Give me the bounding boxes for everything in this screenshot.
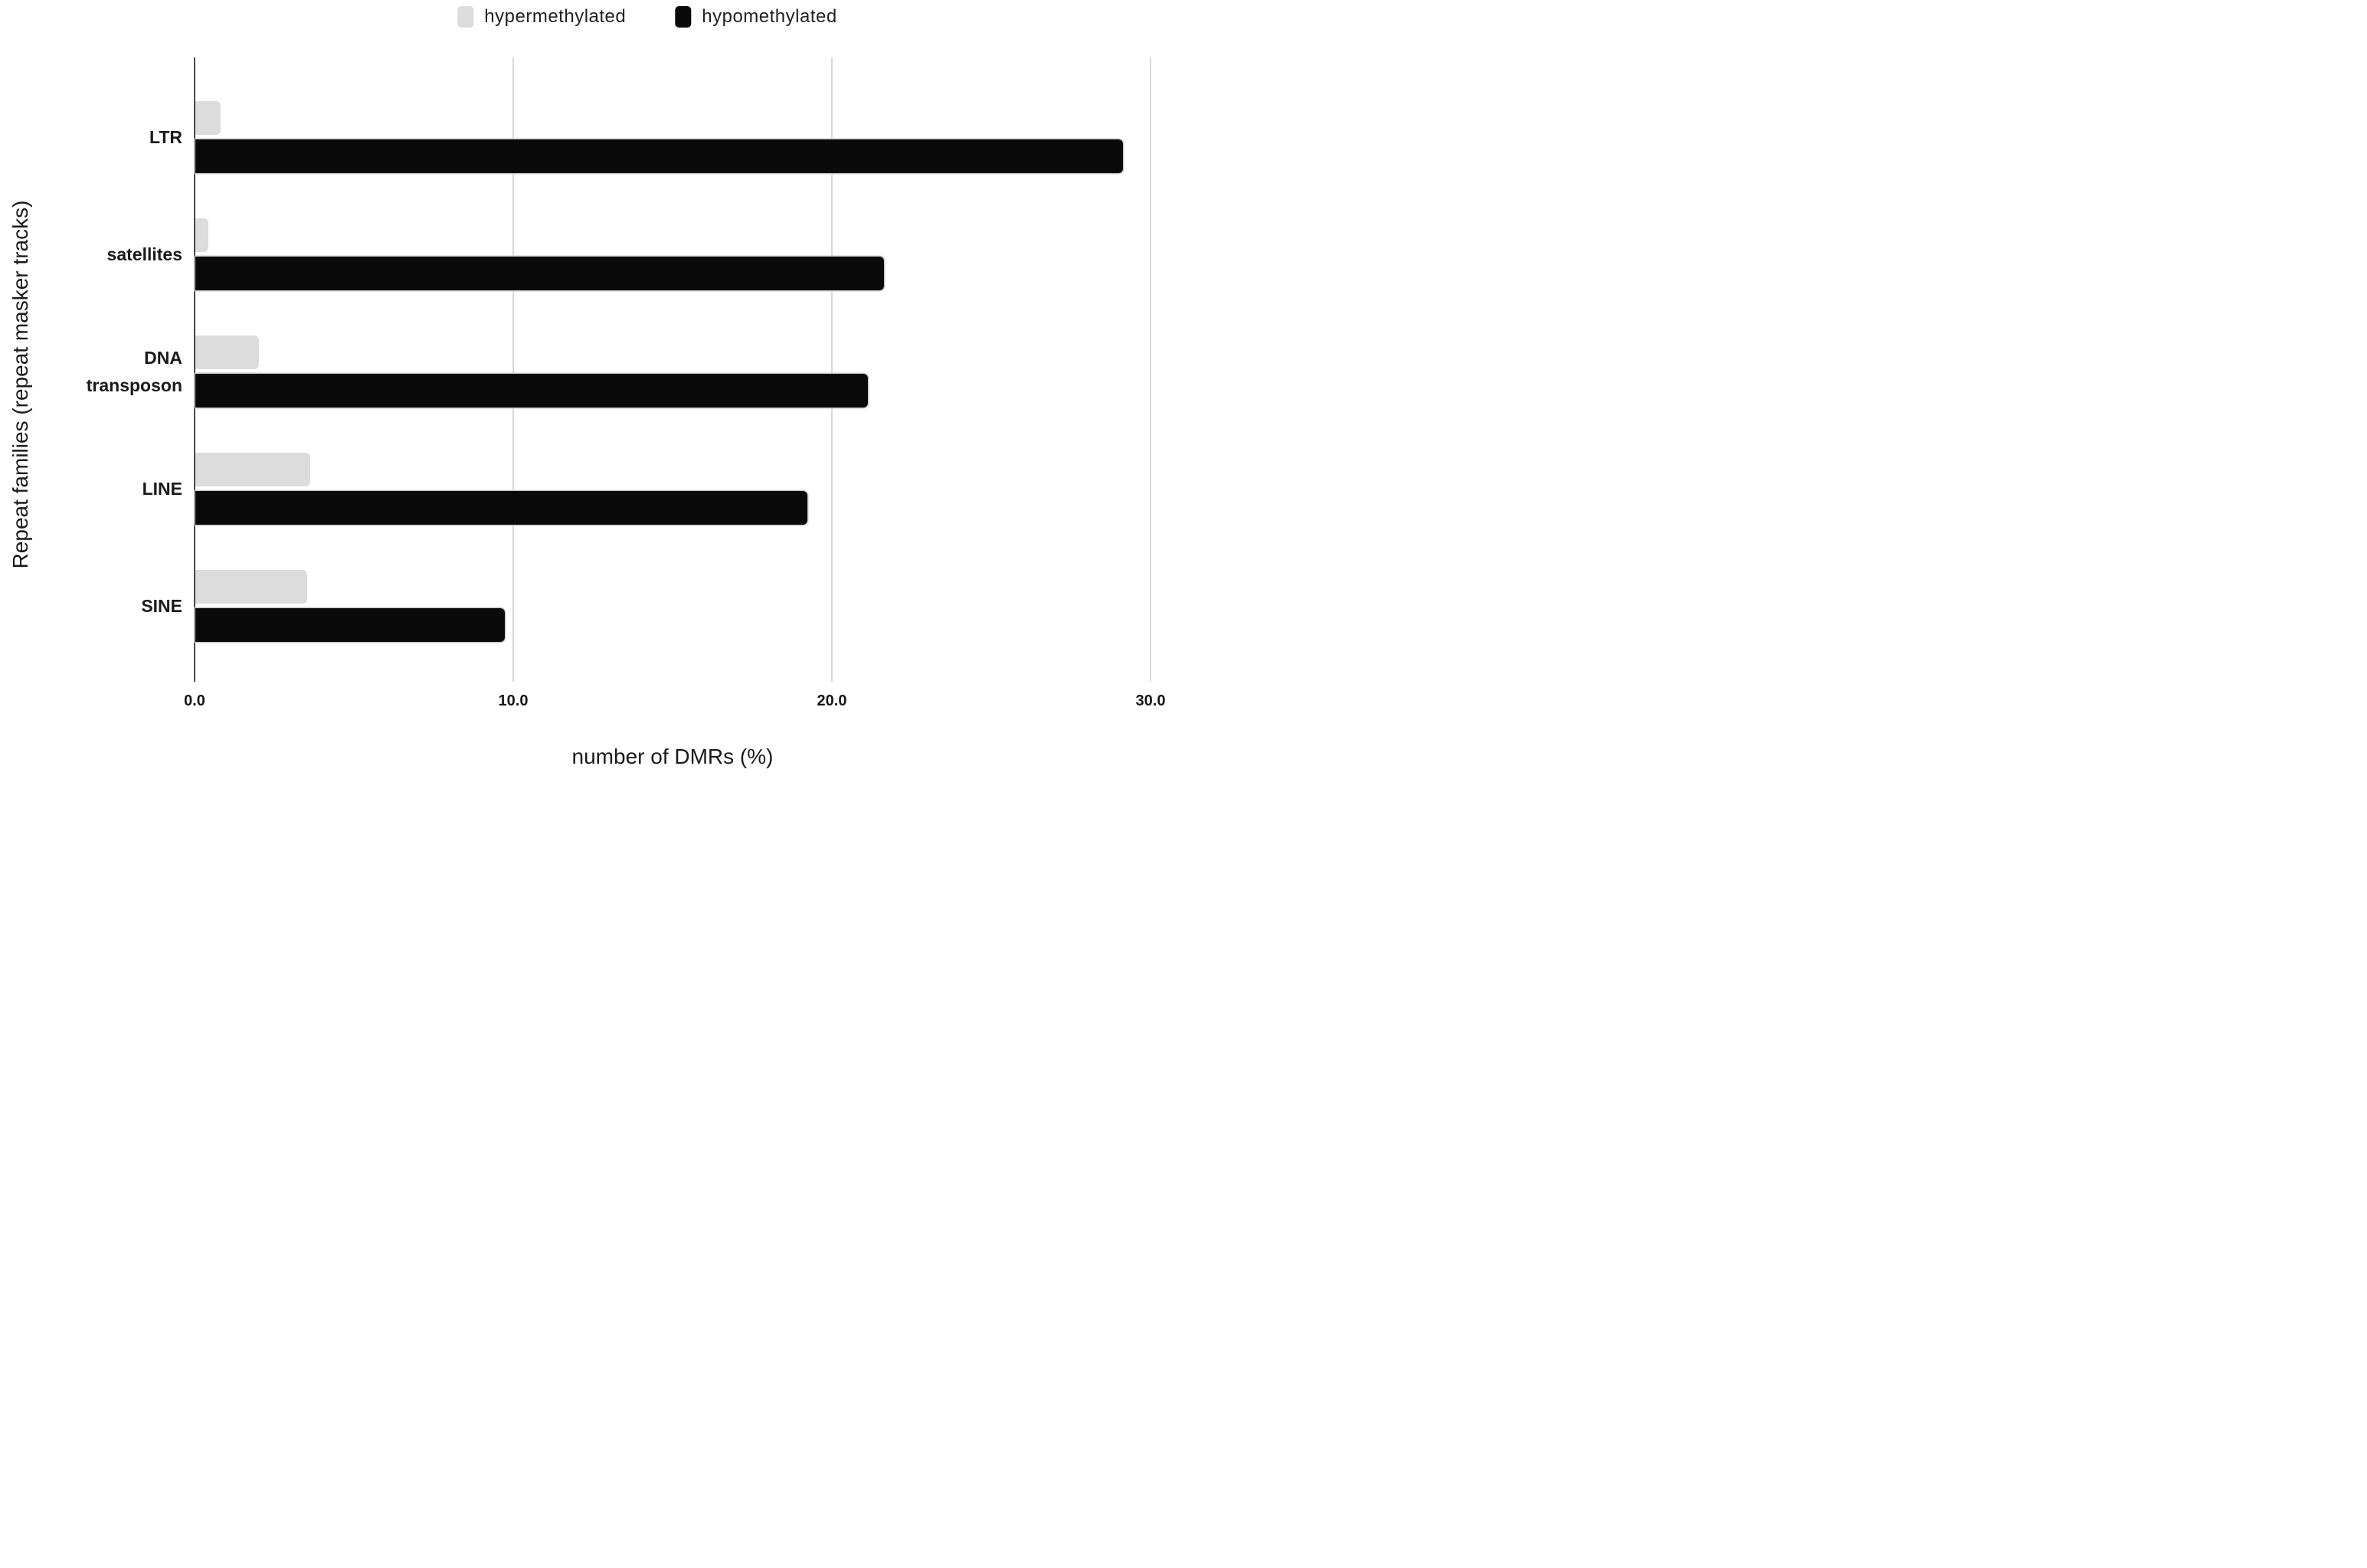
gridline-10.0 xyxy=(512,57,514,682)
legend-item-hypermethylated: hypermethylated xyxy=(457,6,626,28)
category-label-line: LINE xyxy=(142,478,182,499)
x-axis-title: number of DMRs (%) xyxy=(571,745,774,768)
gridline-30.0 xyxy=(1150,57,1151,682)
chart-legend: hypermethylated hypomethylated xyxy=(457,6,836,28)
x-tick-label-0.0: 0.0 xyxy=(184,692,205,709)
bar-hypermethylated-satellites xyxy=(195,218,208,252)
bar-hypomethylated-satellites xyxy=(195,256,884,290)
bar-hypermethylated-line xyxy=(195,452,310,486)
bar-hypomethylated-line xyxy=(195,490,807,525)
bar-hypomethylated-ltr xyxy=(195,139,1123,173)
y-axis-title: Repeat families (repeat masker tracks) xyxy=(8,200,32,569)
x-tick-label-30.0: 30.0 xyxy=(1135,692,1166,709)
hypomethylated-swatch-icon xyxy=(675,6,692,28)
gridline-20.0 xyxy=(831,57,833,682)
y-axis-line xyxy=(194,57,195,682)
x-tick-label-10.0: 10.0 xyxy=(498,692,529,709)
category-label-dna-transposon: DNA transposon xyxy=(86,347,182,395)
dmr-repeat-families-bar-chart: hypermethylated hypomethylated 0.0 10.0 20… xyxy=(0,0,1184,784)
bar-hypermethylated-ltr xyxy=(195,100,221,135)
category-label-ltr: LTR xyxy=(149,126,182,147)
x-tick-label-20.0: 20.0 xyxy=(817,692,847,709)
bar-hypomethylated-dna-transposon xyxy=(195,373,868,408)
legend-label-hypermethylated: hypermethylated xyxy=(484,6,627,27)
legend-label-hypomethylated: hypomethylated xyxy=(702,6,837,27)
category-label-sine: SINE xyxy=(141,595,182,616)
bar-hypomethylated-sine xyxy=(195,607,505,642)
hypermethylated-swatch-icon xyxy=(457,6,474,28)
bar-hypermethylated-dna-transposon xyxy=(195,335,260,369)
legend-item-hypomethylated: hypomethylated xyxy=(675,6,836,28)
category-label-satellites: satellites xyxy=(106,244,182,264)
bar-hypermethylated-sine xyxy=(195,569,307,604)
